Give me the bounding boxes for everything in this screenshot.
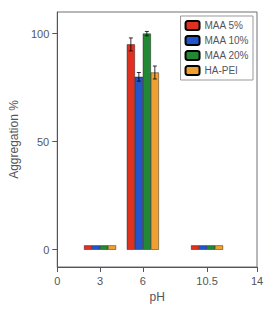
svg-text:14: 14 <box>251 275 263 287</box>
svg-text:10.5: 10.5 <box>196 275 217 287</box>
svg-text:HA-PEI: HA-PEI <box>205 65 238 76</box>
svg-text:MAA 5%: MAA 5% <box>205 20 243 31</box>
svg-text:3: 3 <box>97 275 103 287</box>
svg-text:pH: pH <box>149 290 164 304</box>
svg-text:100: 100 <box>31 28 49 40</box>
svg-text:0: 0 <box>54 275 60 287</box>
svg-text:MAA 10%: MAA 10% <box>205 35 249 46</box>
svg-text:Aggregation %: Aggregation % <box>7 100 21 179</box>
svg-text:0: 0 <box>43 244 49 256</box>
svg-text:MAA 20%: MAA 20% <box>205 50 249 61</box>
svg-text:6: 6 <box>140 275 146 287</box>
svg-text:50: 50 <box>37 136 49 148</box>
